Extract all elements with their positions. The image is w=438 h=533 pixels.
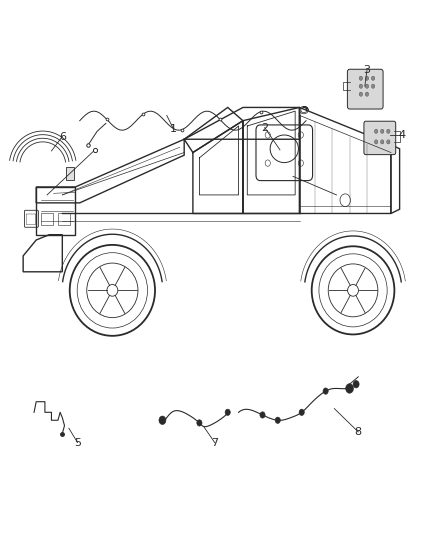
Circle shape	[387, 140, 390, 144]
Text: 4: 4	[398, 130, 405, 140]
Circle shape	[225, 409, 230, 416]
Circle shape	[371, 76, 375, 80]
Text: 7: 7	[211, 438, 218, 448]
Circle shape	[381, 129, 384, 133]
Circle shape	[260, 412, 265, 418]
FancyBboxPatch shape	[66, 167, 74, 180]
Circle shape	[374, 129, 378, 133]
Text: 6: 6	[59, 132, 66, 142]
Circle shape	[275, 417, 280, 423]
Circle shape	[299, 409, 304, 416]
Circle shape	[387, 129, 390, 133]
Circle shape	[346, 384, 353, 393]
Circle shape	[359, 92, 363, 96]
Circle shape	[197, 419, 202, 426]
Text: 2: 2	[261, 123, 268, 133]
Circle shape	[159, 416, 166, 424]
Circle shape	[353, 381, 359, 388]
Text: 1: 1	[170, 124, 177, 134]
Circle shape	[374, 140, 378, 144]
Circle shape	[323, 388, 328, 394]
Circle shape	[359, 84, 363, 88]
Circle shape	[365, 76, 369, 80]
Text: 8: 8	[355, 427, 362, 437]
Circle shape	[365, 84, 369, 88]
FancyBboxPatch shape	[347, 69, 383, 109]
Circle shape	[359, 76, 363, 80]
Circle shape	[381, 140, 384, 144]
Text: 5: 5	[74, 438, 81, 448]
Circle shape	[371, 84, 375, 88]
FancyBboxPatch shape	[364, 121, 396, 155]
Circle shape	[365, 92, 369, 96]
Text: 3: 3	[364, 66, 371, 75]
